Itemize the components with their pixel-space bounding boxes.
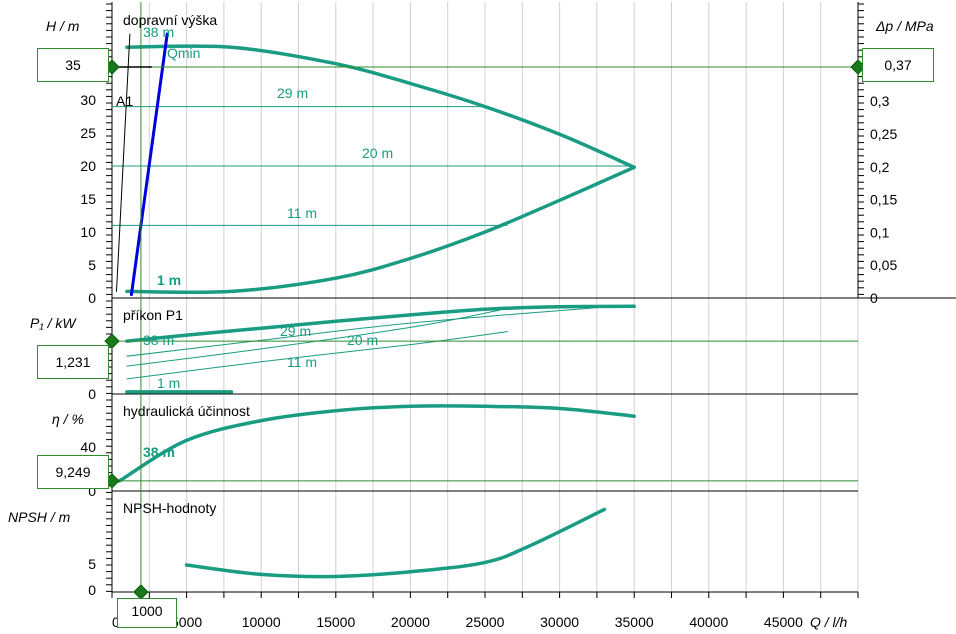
label-1m-power: 1 m (157, 375, 180, 391)
tick-label-head: 0 (88, 290, 96, 306)
tick-label-head: 30 (80, 92, 96, 108)
flow-input[interactable]: 1000 (117, 598, 177, 628)
tick-label-flow: 15000 (316, 614, 355, 630)
tick-label-pressure: 0,15 (870, 192, 897, 208)
panel-title-power: příkon P1 (123, 307, 183, 323)
tick-label-pressure: 0,25 (870, 126, 897, 142)
chart-labels: dopravní výška příkon P1 hydraulická úči… (8, 12, 934, 630)
label-11m: 11 m (287, 205, 317, 221)
ylabel-power: P₁ / kW (30, 315, 77, 331)
panel-title-efficiency: hydraulická účinnost (123, 403, 250, 419)
label-qmin: Qmin (167, 45, 200, 61)
curve-head-38m (125, 44, 636, 170)
tick-label-pressure: 0,2 (870, 159, 890, 175)
label-29m-power: 29 m (280, 323, 311, 339)
curve-npsh (184, 507, 607, 579)
tick-label-power: 0 (88, 386, 96, 402)
chart-curves (112, 32, 636, 579)
panel-title-head: dopravní výška (123, 12, 217, 28)
curve-power-11m (126, 331, 508, 380)
curve-power-38m (125, 304, 636, 343)
tick-label-flow: 5000 (171, 614, 202, 630)
tick-label-flow: 30000 (540, 614, 579, 630)
label-29m: 29 m (277, 85, 308, 101)
label-38m-power: 38 m (143, 332, 174, 348)
tick-label-head: 10 (80, 224, 96, 240)
tick-label-flow: 45000 (764, 614, 803, 630)
tick-label-flow: 40000 (689, 614, 728, 630)
tick-label-head: 20 (80, 158, 96, 174)
curve-qmin (129, 32, 169, 297)
tick-label-efficiency: 40 (80, 439, 96, 455)
tick-label-npsh: 5 (88, 556, 96, 572)
ylabel-head: H / m (46, 18, 80, 34)
tick-label-head: 25 (80, 125, 96, 141)
label-1m-head: 1 m (157, 272, 181, 288)
head-input[interactable]: 35 (37, 48, 109, 82)
tick-label-pressure: 0,3 (870, 93, 890, 109)
ylabel-efficiency: η / % (52, 411, 84, 427)
tick-label-head: 5 (88, 257, 96, 273)
label-38m-efficiency: 38 m (143, 444, 175, 460)
label-38m-head: 38 m (143, 24, 174, 40)
label-a1: A1 (116, 93, 133, 109)
tick-label-flow: 25000 (466, 614, 505, 630)
tick-label-head: 15 (80, 191, 96, 207)
xlabel-flow: Q / l/h (810, 614, 848, 630)
label-20m: 20 m (362, 145, 393, 161)
curve-a1 (116, 33, 131, 292)
tick-label-pressure: 0 (870, 290, 878, 306)
curve-efficiency-38m (117, 404, 636, 483)
power-input[interactable]: 1,231 (37, 345, 109, 379)
tick-label-pressure: 0,1 (870, 224, 890, 240)
label-11m-power: 11 m (287, 354, 317, 370)
marker-power (104, 333, 120, 349)
tick-label-efficiency: 0 (88, 483, 96, 499)
tick-label-flow: 0 (112, 614, 120, 630)
operating-point-lines (112, 2, 858, 598)
tick-label-npsh: 0 (88, 582, 96, 598)
label-20m-power: 20 m (347, 332, 378, 348)
tick-label-pressure: 0,05 (870, 257, 897, 273)
tick-label-flow: 10000 (242, 614, 281, 630)
chart-frame (106, 2, 956, 598)
ylabel-pressure: Δp / MPa (875, 18, 934, 34)
panel-title-npsh: NPSH-hodnoty (123, 500, 216, 516)
efficiency-input[interactable]: 9,249 (37, 455, 109, 489)
grid-lines (111, 2, 859, 598)
marker-flow (133, 584, 149, 600)
tick-label-flow: 20000 (391, 614, 430, 630)
pressure-input[interactable]: 0,37 (862, 48, 934, 82)
curve-head-1m (125, 165, 636, 295)
ylabel-npsh: NPSH / m (8, 509, 71, 525)
tick-labels: 05101520253000,050,10,150,20,250,30,3500… (80, 60, 897, 630)
tick-label-flow: 35000 (615, 614, 654, 630)
curve-power-20m (126, 305, 620, 357)
